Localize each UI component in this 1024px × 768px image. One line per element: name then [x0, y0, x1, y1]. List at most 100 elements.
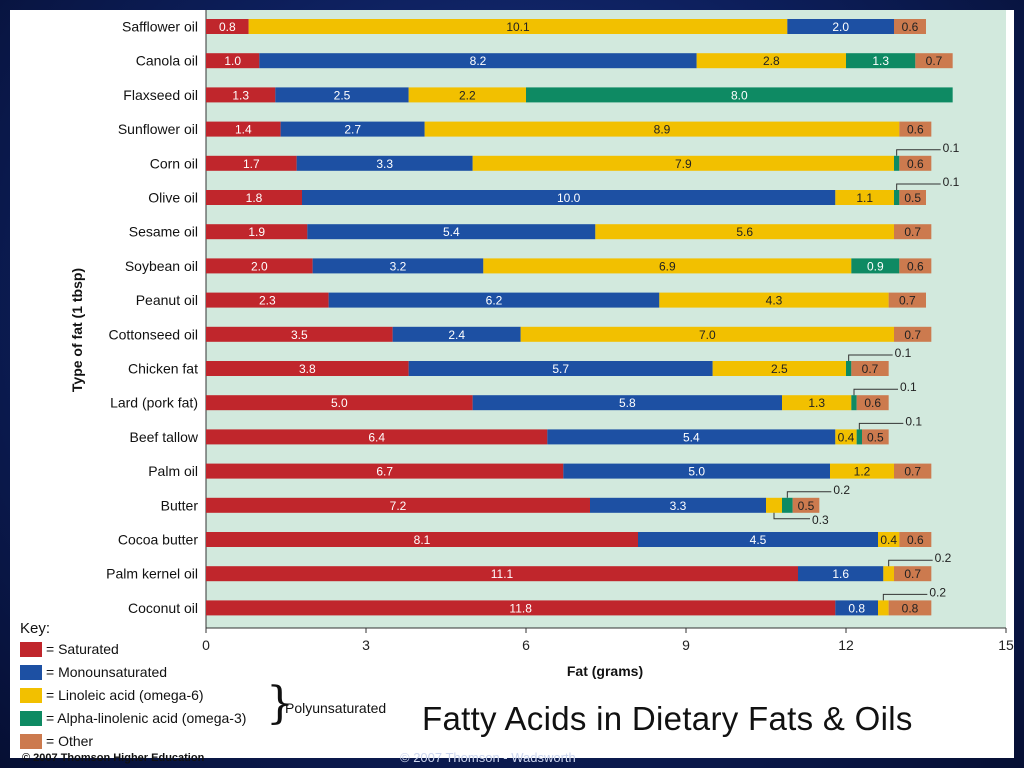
bar-value-monounsaturated: 4.5 [750, 533, 767, 547]
slide-title: Fatty Acids in Dietary Fats & Oils [422, 700, 913, 737]
callout-line [853, 388, 898, 396]
bar-alpha-linolenic [851, 258, 900, 274]
key-item-saturated: = Saturated [20, 640, 119, 658]
bar-monounsaturated [328, 292, 660, 308]
bar-saturated [206, 463, 564, 479]
bar-value-linoleic: 5.6 [736, 225, 753, 239]
bar-value-monounsaturated: 1.6 [832, 567, 849, 581]
callout-label-linoleic: 0.2 [929, 585, 946, 599]
bar-value-saturated: 3.8 [299, 362, 316, 376]
bar-value-linoleic: 8.9 [654, 123, 671, 137]
bar-linoleic [835, 429, 857, 445]
bar-value-monounsaturated: 2.7 [344, 123, 361, 137]
x-tick-label: 3 [362, 637, 370, 653]
bar-value-saturated: 1.9 [248, 225, 265, 239]
x-tick-label: 12 [838, 637, 854, 653]
callout-line [888, 559, 933, 567]
bar-value-monounsaturated: 0.8 [848, 601, 865, 615]
bar-other [888, 292, 926, 308]
bar-value-monounsaturated: 3.3 [670, 499, 687, 513]
bar-value-linoleic: 10.1 [506, 20, 530, 34]
bar-value-other: 0.6 [907, 123, 924, 137]
key-item-monounsaturated: = Monounsaturated [20, 663, 167, 681]
bar-other [888, 600, 932, 616]
bar-value-other: 0.6 [907, 533, 924, 547]
x-axis-title: Fat (grams) [567, 663, 643, 679]
key-swatch-linoleic [20, 687, 42, 703]
bar-value-monounsaturated: 2.4 [448, 328, 465, 342]
category-label-butter: Butter [161, 497, 199, 513]
category-label-palm-kernel-oil: Palm kernel oil [106, 566, 198, 582]
bar-saturated [206, 190, 302, 205]
bar-other [899, 190, 926, 205]
polyunsaturated-brace: } [266, 678, 294, 729]
bar-alpha-linolenic [846, 53, 916, 69]
key-label-alpha-linolenic: = Alpha-linolenic acid (omega-3) [46, 710, 247, 726]
bar-linoleic [830, 463, 894, 479]
bar-saturated [206, 87, 276, 103]
bar-saturated [206, 326, 393, 342]
key-title: Key: [20, 620, 51, 637]
bar-saturated [206, 19, 249, 34]
bar-saturated [206, 53, 260, 69]
bar-saturated [206, 292, 329, 308]
bar-value-alpha-linolenic: 8.0 [731, 88, 748, 102]
callout-label-alpha-linolenic: 0.2 [833, 483, 850, 497]
bar-monounsaturated [472, 395, 782, 411]
bar-linoleic [408, 87, 526, 103]
bar-other [915, 53, 953, 69]
bar-saturated [206, 155, 297, 171]
bar-monounsaturated [798, 566, 884, 582]
category-label-flaxseed-oil: Flaxseed oil [123, 87, 198, 103]
bar-value-other: 0.6 [902, 20, 919, 34]
key-item-other: = Other [20, 732, 93, 750]
bar-value-other: 0.5 [904, 191, 921, 205]
bar-value-saturated: 5.0 [331, 396, 348, 410]
bar-monounsaturated [392, 326, 521, 342]
key-swatch-alpha-linolenic [20, 710, 42, 726]
bar-value-saturated: 1.0 [224, 54, 241, 68]
bar-value-monounsaturated: 2.5 [334, 88, 351, 102]
bar-value-monounsaturated: 5.8 [619, 396, 636, 410]
bar-saturated [206, 121, 281, 137]
bar-value-monounsaturated: 2.0 [832, 20, 849, 34]
bar-value-linoleic: 4.3 [766, 294, 783, 308]
bar-saturated [206, 224, 308, 240]
callout-label-alpha-linolenic: 0.1 [900, 380, 917, 394]
bar-value-monounsaturated: 8.2 [470, 54, 487, 68]
category-label-sunflower-oil: Sunflower oil [118, 121, 198, 137]
bar-value-linoleic: 1.2 [854, 465, 871, 479]
callout-label-linoleic: 0.2 [935, 551, 952, 565]
category-label-canola-oil: Canola oil [136, 53, 198, 69]
category-label-safflower-oil: Safflower oil [122, 19, 198, 35]
callout-label-alpha-linolenic: 0.1 [943, 141, 960, 155]
copyright-inner: © 2007 Thomson Higher Education [22, 752, 205, 764]
bar-alpha-linolenic [782, 497, 793, 513]
bar-monounsaturated [590, 497, 766, 513]
bar-value-monounsaturated: 6.2 [486, 294, 503, 308]
bar-monounsaturated [312, 258, 484, 274]
bar-value-saturated: 7.2 [390, 499, 407, 513]
bar-value-saturated: 3.5 [291, 328, 308, 342]
bar-value-saturated: 1.7 [243, 157, 260, 171]
bar-value-saturated: 6.7 [376, 465, 393, 479]
bar-value-other: 0.7 [904, 465, 921, 479]
bar-value-alpha-linolenic: 1.3 [872, 54, 889, 68]
bar-value-linoleic: 0.4 [838, 430, 855, 444]
bar-linoleic [766, 497, 782, 513]
callout-line [882, 593, 928, 601]
bar-linoleic [520, 326, 894, 342]
bar-value-saturated: 1.3 [232, 88, 249, 102]
key-swatch-saturated [20, 641, 42, 657]
fatty-acid-chart: 0 3 6 9 12 15 Safflower oil 0.8 10.1 2.0 0.6 Canola… [69, 10, 1014, 679]
x-tick-label: 6 [522, 637, 530, 653]
bar-other [899, 258, 932, 274]
category-label-chicken-fat: Chicken fat [128, 361, 198, 377]
bar-linoleic [472, 155, 894, 171]
bar-value-linoleic: 2.8 [763, 54, 780, 68]
bar-value-monounsaturated: 3.3 [376, 157, 393, 171]
key-label-linoleic: = Linoleic acid (omega-6) [46, 687, 204, 703]
callout-line [896, 149, 941, 156]
callout-label-linoleic: 0.3 [812, 513, 829, 527]
bar-alpha-linolenic [856, 429, 862, 445]
